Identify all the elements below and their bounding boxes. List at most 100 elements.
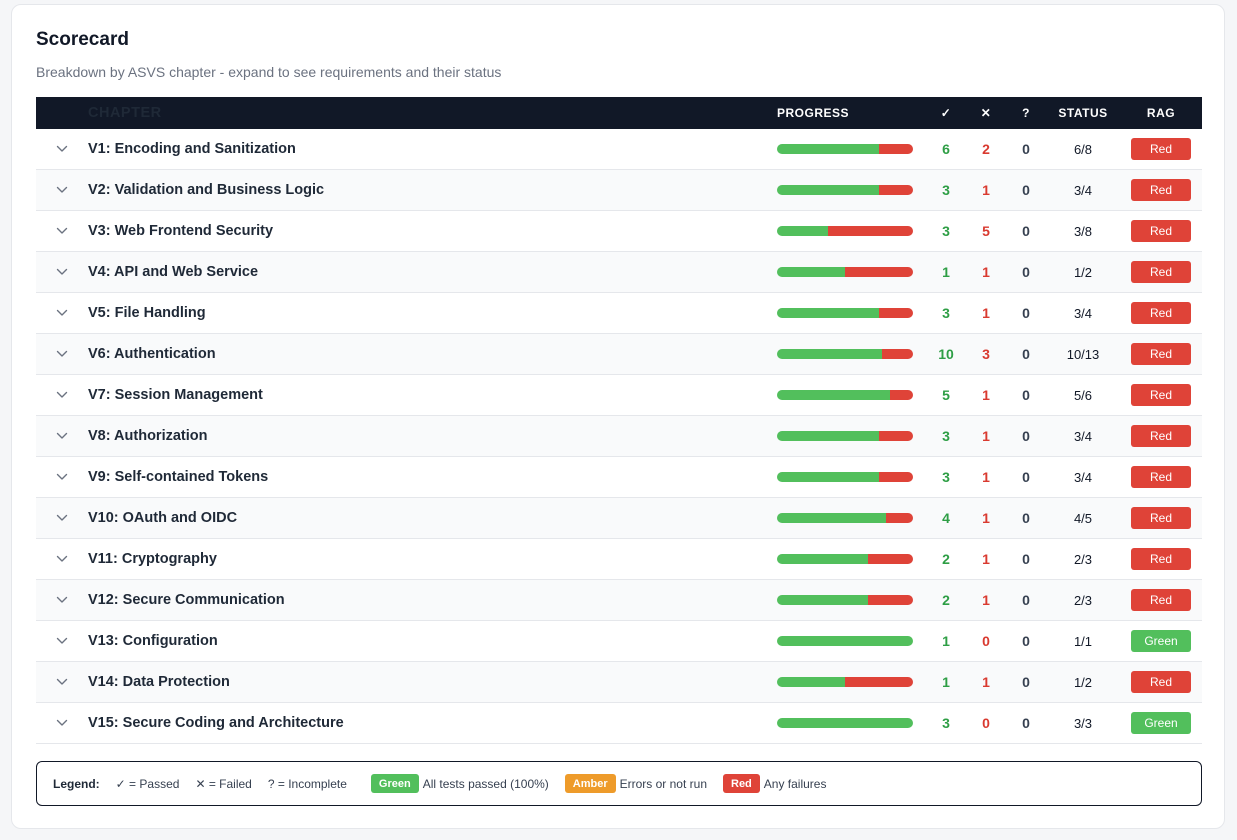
chevron-down-icon[interactable] [56, 719, 68, 727]
chevron-down-icon[interactable] [56, 473, 68, 481]
expand-toggle[interactable] [36, 309, 88, 317]
header-chapter[interactable]: CHAPTER [88, 105, 162, 121]
progress-bar-failed [879, 185, 913, 195]
expand-toggle[interactable] [36, 555, 88, 563]
rag-badge: Red [1131, 548, 1191, 570]
failed-count: 1 [982, 182, 990, 198]
failed-count: 0 [982, 715, 990, 731]
header-progress[interactable]: PROGRESS [777, 106, 850, 120]
legend-passed: ✓ = Passed [115, 776, 180, 791]
failed-count: 3 [982, 346, 990, 362]
progress-bar-passed [777, 677, 845, 687]
table-row[interactable]: V10: OAuth and OIDC 4 1 0 4/5 Red [36, 498, 1202, 539]
progress-bar-passed [777, 308, 879, 318]
chevron-down-icon[interactable] [56, 637, 68, 645]
chevron-down-icon[interactable] [56, 350, 68, 358]
chevron-down-icon[interactable] [56, 268, 68, 276]
rag-cell: Red [1120, 220, 1202, 242]
header-incomplete[interactable]: ? [1022, 106, 1030, 120]
legend-amber-desc: Errors or not run [619, 776, 707, 791]
chevron-down-icon[interactable] [56, 391, 68, 399]
expand-toggle[interactable] [36, 350, 88, 358]
chevron-down-icon[interactable] [56, 596, 68, 604]
table-row[interactable]: V3: Web Frontend Security 3 5 0 3/8 Red [36, 211, 1202, 252]
progress-bar-failed [890, 390, 913, 400]
expand-toggle[interactable] [36, 637, 88, 645]
progress-bar [777, 595, 913, 605]
chapter-name: V10: OAuth and OIDC [88, 510, 238, 526]
chapter-name: V9: Self-contained Tokens [88, 469, 269, 485]
expand-toggle[interactable] [36, 391, 88, 399]
progress-bar-passed [777, 349, 882, 359]
header-status[interactable]: STATUS [1058, 106, 1108, 120]
status-ratio: 2/3 [1073, 551, 1093, 567]
chevron-down-icon[interactable] [56, 514, 68, 522]
header-rag[interactable]: RAG [1146, 106, 1176, 120]
chapter-name: V14: Data Protection [88, 674, 230, 690]
table-row[interactable]: V4: API and Web Service 1 1 0 1/2 Red [36, 252, 1202, 293]
table-row[interactable]: V6: Authentication 10 3 0 10/13 Red [36, 334, 1202, 375]
progress-bar-failed [879, 144, 913, 154]
progress-bar-passed [777, 390, 891, 400]
progress-bar [777, 677, 913, 687]
rag-cell: Red [1120, 671, 1202, 693]
expand-toggle[interactable] [36, 227, 88, 235]
progress-bar-passed [777, 185, 879, 195]
progress-bar [777, 226, 913, 236]
header-failed[interactable]: ✕ [980, 106, 992, 120]
header-passed[interactable]: ✓ [940, 106, 952, 120]
rag-cell: Red [1120, 589, 1202, 611]
passed-count: 1 [942, 264, 950, 280]
table-row[interactable]: V11: Cryptography 2 1 0 2/3 Red [36, 539, 1202, 580]
progress-cell [777, 431, 926, 441]
table-row[interactable]: V14: Data Protection 1 1 0 1/2 Red [36, 662, 1202, 703]
chevron-down-icon[interactable] [56, 432, 68, 440]
chevron-down-icon[interactable] [56, 186, 68, 194]
expand-toggle[interactable] [36, 719, 88, 727]
rag-badge: Red [1131, 466, 1191, 488]
chapter-name: V3: Web Frontend Security [88, 223, 274, 239]
chevron-down-icon[interactable] [56, 555, 68, 563]
rag-cell: Red [1120, 466, 1202, 488]
expand-toggle[interactable] [36, 596, 88, 604]
chevron-down-icon[interactable] [56, 678, 68, 686]
incomplete-count: 0 [1022, 715, 1030, 731]
expand-toggle[interactable] [36, 514, 88, 522]
expand-toggle[interactable] [36, 473, 88, 481]
chapter-name: V13: Configuration [88, 633, 218, 649]
expand-toggle[interactable] [36, 145, 88, 153]
table-row[interactable]: V2: Validation and Business Logic 3 1 0 3/4 R… [36, 170, 1202, 211]
expand-toggle[interactable] [36, 186, 88, 194]
chevron-down-icon[interactable] [56, 309, 68, 317]
progress-cell [777, 144, 926, 154]
chapter-name: V6: Authentication [88, 346, 216, 362]
table-row[interactable]: V1: Encoding and Sanitization 6 2 0 6/8 Red [36, 129, 1202, 170]
progress-bar [777, 308, 913, 318]
table-body: V1: Encoding and Sanitization 6 2 0 6/8 Red V2… [36, 129, 1202, 744]
passed-count: 3 [942, 469, 950, 485]
table-row[interactable]: V9: Self-contained Tokens 3 1 0 3/4 Red [36, 457, 1202, 498]
passed-count: 3 [942, 715, 950, 731]
table-row[interactable]: V15: Secure Coding and Architecture 3 0 0 3/… [36, 703, 1202, 744]
rag-badge: Green [1131, 630, 1191, 652]
failed-count: 1 [982, 469, 990, 485]
table-row[interactable]: V5: File Handling 3 1 0 3/4 Red [36, 293, 1202, 334]
chevron-down-icon[interactable] [56, 227, 68, 235]
progress-cell [777, 308, 926, 318]
incomplete-count: 0 [1022, 182, 1030, 198]
chevron-down-icon[interactable] [56, 145, 68, 153]
progress-cell [777, 677, 926, 687]
rag-badge: Red [1131, 138, 1191, 160]
table-row[interactable]: V7: Session Management 5 1 0 5/6 Red [36, 375, 1202, 416]
table-row[interactable]: V8: Authorization 3 1 0 3/4 Red [36, 416, 1202, 457]
expand-toggle[interactable] [36, 432, 88, 440]
expand-toggle[interactable] [36, 678, 88, 686]
chapter-name: V15: Secure Coding and Architecture [88, 715, 344, 731]
rag-badge: Red [1131, 671, 1191, 693]
expand-toggle[interactable] [36, 268, 88, 276]
rag-cell: Red [1120, 343, 1202, 365]
chapter-name: V5: File Handling [88, 305, 206, 321]
table-row[interactable]: V12: Secure Communication 2 1 0 2/3 Red [36, 580, 1202, 621]
rag-badge: Red [1131, 384, 1191, 406]
table-row[interactable]: V13: Configuration 1 0 0 1/1 Green [36, 621, 1202, 662]
